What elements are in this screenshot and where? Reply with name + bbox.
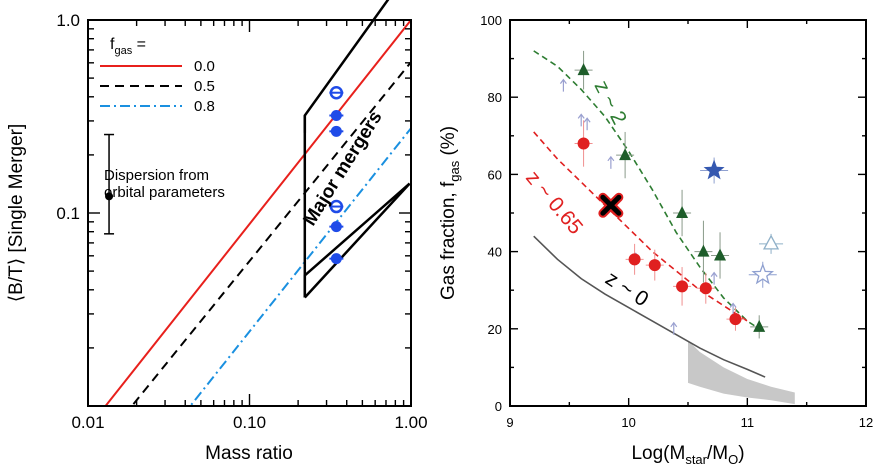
right-x-tick-label: 10 xyxy=(621,415,635,430)
green-triangle-point xyxy=(619,148,632,161)
curve-1 xyxy=(533,131,748,322)
right-y-tick-label: 100 xyxy=(480,13,502,28)
dispersion-point xyxy=(105,192,114,201)
left-y-tick-label: 0.1 xyxy=(56,204,80,223)
local-relation-band xyxy=(688,340,795,405)
left-x-tick-label: 0.01 xyxy=(71,413,104,432)
green-triangle-point xyxy=(753,319,766,332)
left-y-tick-label: 1.0 xyxy=(56,11,80,30)
open-star-point xyxy=(751,262,775,285)
left-x-axis-label: Mass ratio xyxy=(205,443,293,464)
left-series-line-1 xyxy=(130,61,411,406)
left-legend: fgas = 0.0 0.5 0.8 xyxy=(100,36,215,115)
dispersion-bar xyxy=(104,133,115,235)
right-y-tick-label: 40 xyxy=(488,245,502,260)
right-x-axis-label: Log(Mstar/MO) xyxy=(631,443,744,467)
red-circle-point xyxy=(676,280,689,293)
green-triangle-point xyxy=(676,206,689,218)
left-x-tick-label: 0.10 xyxy=(233,413,266,432)
green-triangle-point xyxy=(577,63,590,76)
legend-label-1: 0.5 xyxy=(194,78,215,95)
legend-label-2: 0.8 xyxy=(194,98,215,115)
curve-label-z2: z ~ 2 xyxy=(590,77,631,129)
left-plot-frame xyxy=(87,19,412,407)
green-triangle-point xyxy=(714,248,727,261)
red-circle-point xyxy=(729,313,742,326)
right-y-tick-label: 0 xyxy=(495,399,502,414)
right-y-tick-label: 80 xyxy=(488,90,502,105)
red-circle-point xyxy=(648,259,661,272)
left-series-line-0 xyxy=(104,20,411,406)
major-mergers-label: Major mergers xyxy=(299,107,386,229)
dispersion-label-line1: Dispersion from xyxy=(104,167,209,184)
right-y-tick-label: 20 xyxy=(488,322,502,337)
left-chart: 0.01 0.10 1.00 0.1 1.0 fgas = 0.0 0.5 0.8 Di… xyxy=(6,0,428,464)
major-mergers-bottom-edge xyxy=(303,182,411,299)
red-circle-point xyxy=(628,253,641,266)
upper-limit-arrowhead xyxy=(710,271,718,277)
right-y-axis-label: Gas fraction, fgas (%) xyxy=(438,126,462,300)
curve-label-z0: z ~ 0 xyxy=(601,267,652,311)
red-circle-point xyxy=(699,282,712,295)
left-series-line-2 xyxy=(189,127,411,406)
right-x-tick-label: 11 xyxy=(741,415,755,430)
open-triangle-point xyxy=(762,234,780,250)
left-y-axis-label: ⟨B/T⟩ [Single Merger] xyxy=(6,124,27,303)
upper-limit-arrowhead xyxy=(577,113,585,119)
legend-label-0: 0.0 xyxy=(194,58,215,75)
curve-2 xyxy=(533,235,766,378)
red-circle-point xyxy=(577,137,590,150)
right-y-tick-label: 60 xyxy=(488,167,502,182)
dispersion-label-line2: orbital parameters xyxy=(104,184,225,201)
legend-title: fgas = xyxy=(110,36,146,57)
right-x-tick-label: 12 xyxy=(859,415,873,430)
upper-limit-arrowhead xyxy=(607,155,615,162)
blue-star-point xyxy=(703,159,725,180)
right-x-tick-label: 9 xyxy=(506,415,513,430)
upper-limit-arrowhead xyxy=(729,302,737,308)
cross-marker xyxy=(600,194,622,216)
upper-limit-arrowhead xyxy=(670,321,678,328)
upper-limit-arrowhead xyxy=(559,78,567,84)
upper-limit-arrowhead xyxy=(583,117,591,123)
green-triangle-point xyxy=(697,244,710,257)
left-x-tick-label: 1.00 xyxy=(394,413,427,432)
